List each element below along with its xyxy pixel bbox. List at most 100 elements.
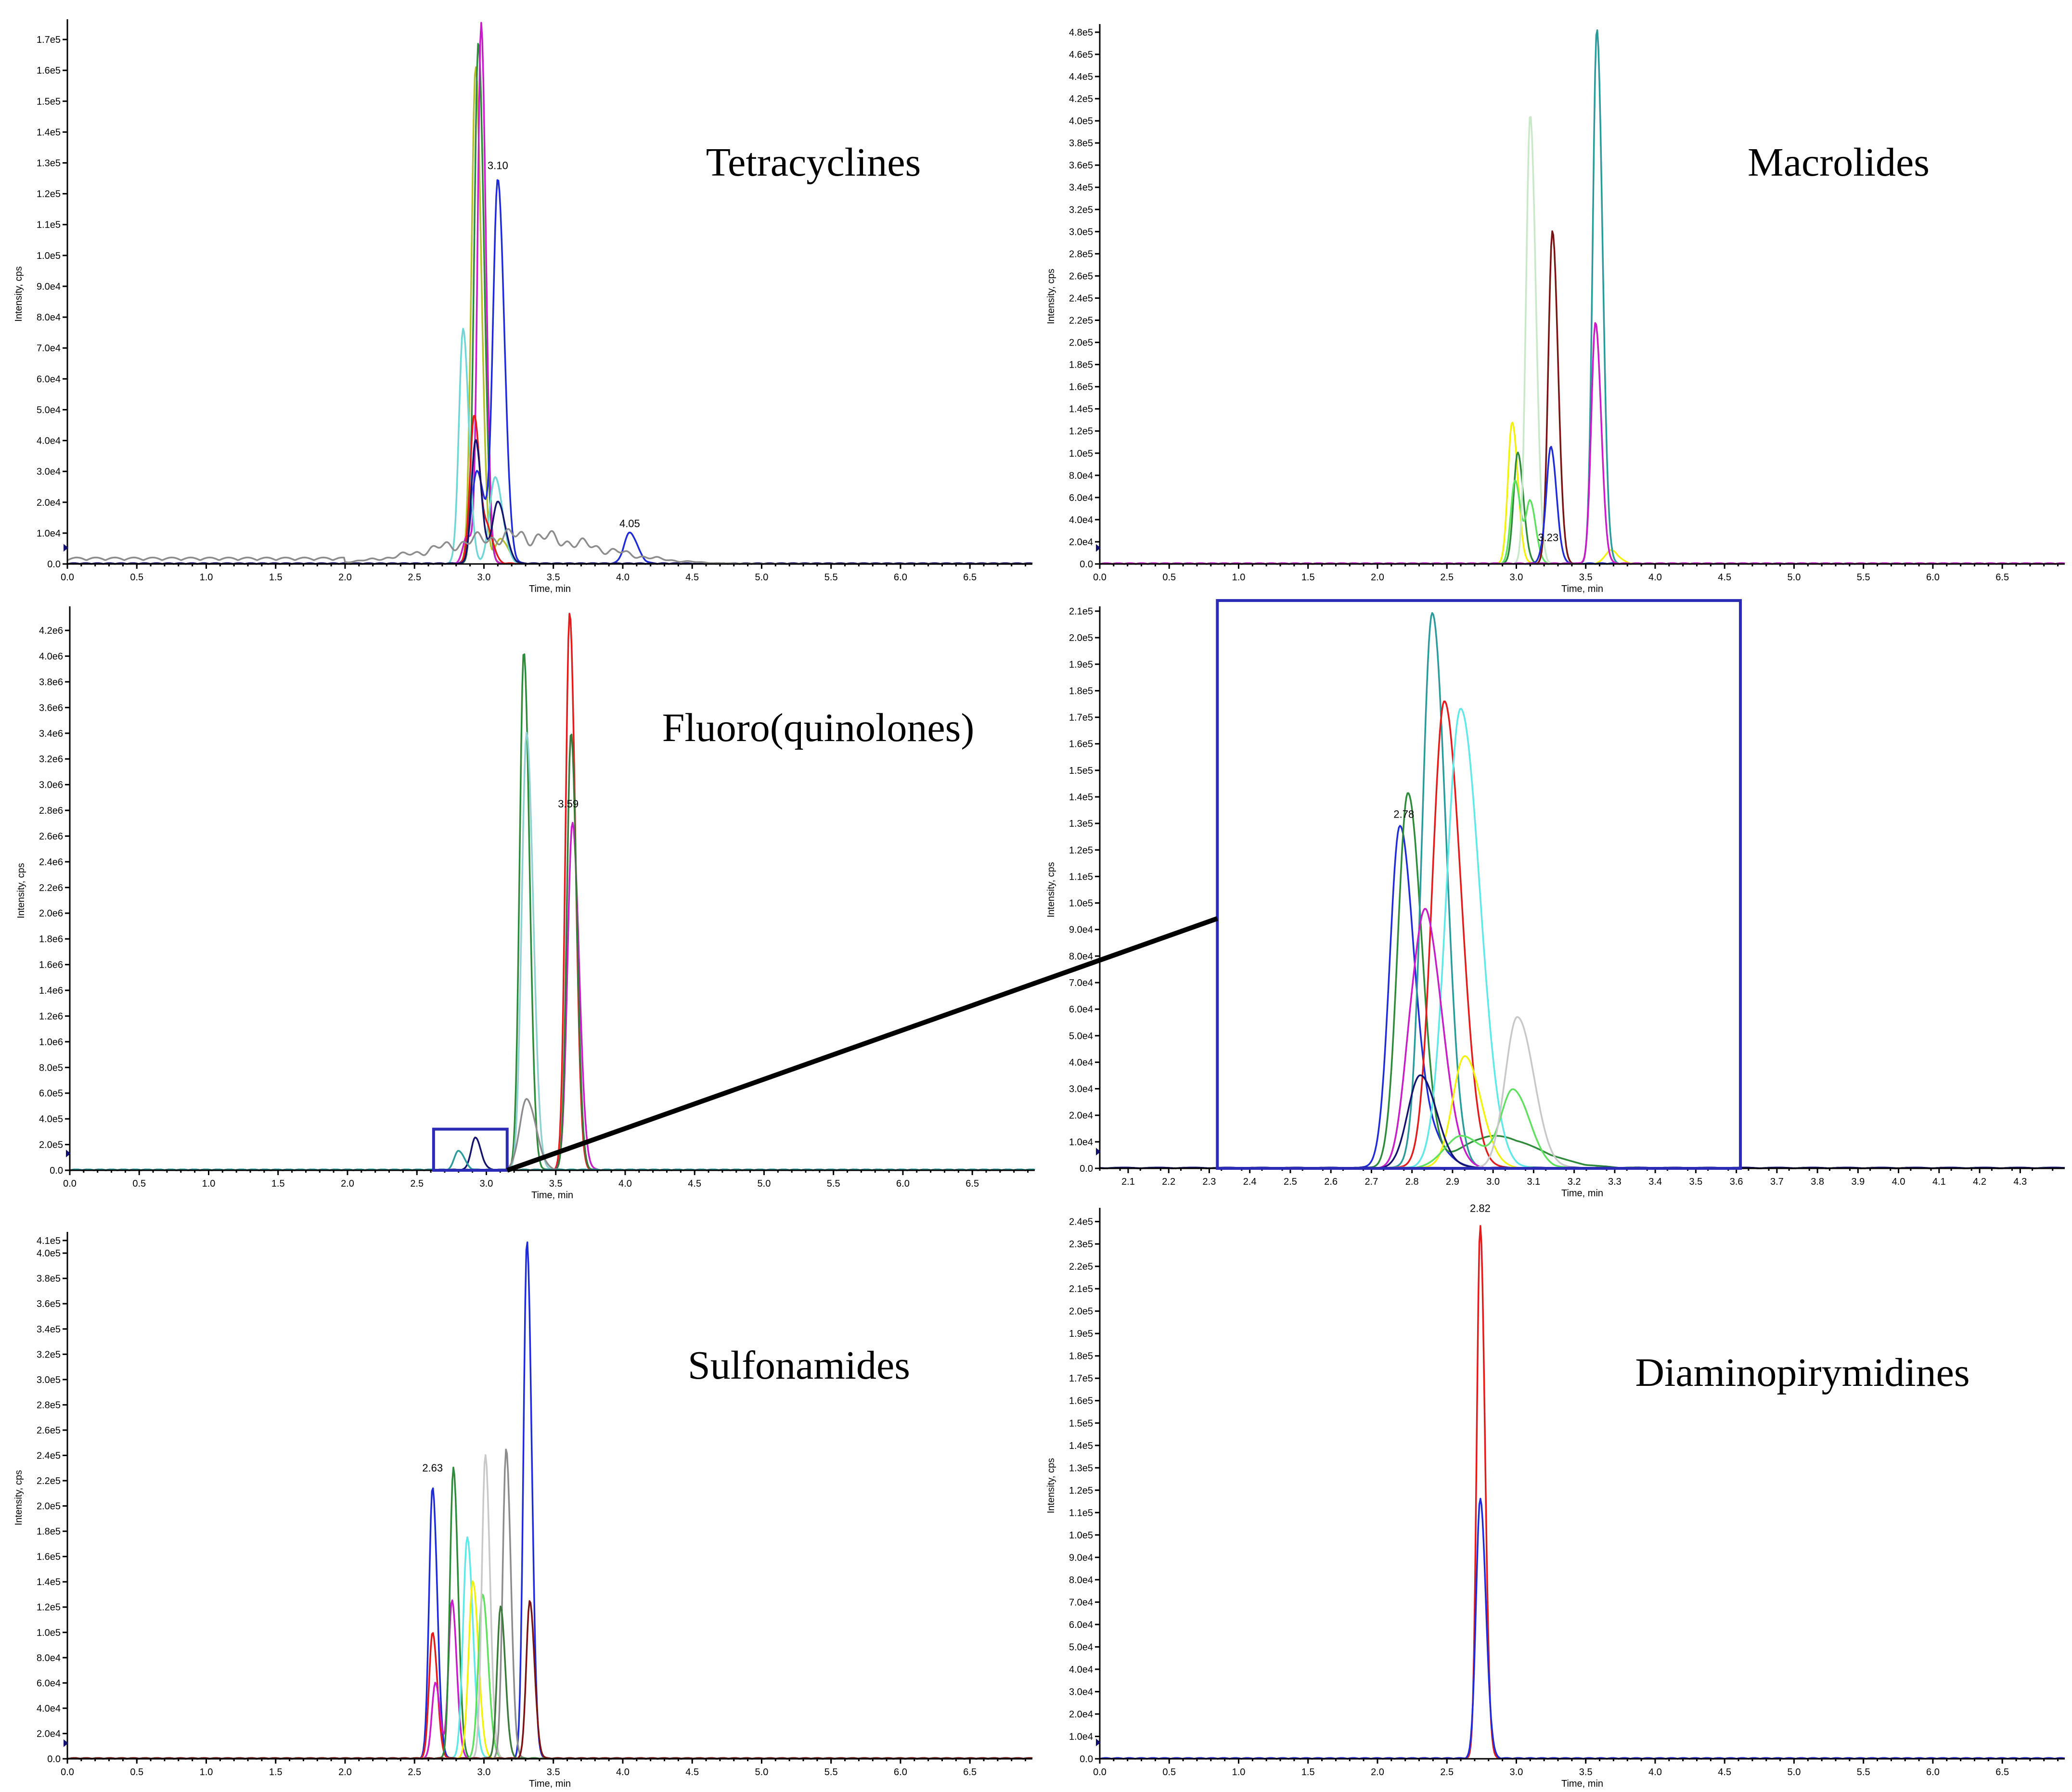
- x-tick-label: 4.0: [616, 572, 630, 583]
- x-tick-label: 4.5: [1718, 1767, 1731, 1778]
- x-tick-label: 3.3: [1608, 1177, 1622, 1187]
- x-tick-label: 3.0: [1510, 572, 1523, 583]
- y-tick-label: 4.6e5: [1069, 50, 1093, 60]
- chromatogram-diaminopyrimidines: 0.0 1.0e4 2.0e4 3.0e4 4.0e4 5.0e4 6.0e4 7.0e4 8.…: [1046, 1203, 2065, 1789]
- x-tick-label: 0.0: [1093, 1767, 1107, 1778]
- x-tick-label: 3.8: [1811, 1177, 1824, 1187]
- y-tick-label: 2.0e6: [39, 909, 63, 919]
- y-tick-label: 6.0e4: [1069, 1004, 1093, 1015]
- x-tick-label: 2.8: [1405, 1177, 1419, 1187]
- x-tick-label: 4.1: [1932, 1177, 1946, 1187]
- x-tick-label: 3.7: [1770, 1177, 1784, 1187]
- y-tick-label: 1.2e5: [1069, 426, 1093, 437]
- panel-title: Macrolides: [1748, 140, 1930, 185]
- x-tick-label: 6.0: [894, 1767, 907, 1778]
- y-tick-label: 6.0e4: [1069, 493, 1093, 503]
- x-tick-label: 4.5: [1718, 572, 1731, 583]
- y-tick-label: 3.8e5: [1069, 138, 1093, 149]
- y-tick-label: 0.0: [1080, 1164, 1093, 1174]
- y-tick-label: 1.3e5: [1069, 1463, 1093, 1473]
- x-tick-label: 4.2: [1973, 1177, 1986, 1187]
- x-tick-label: 1.0: [1232, 1767, 1246, 1778]
- y-tick-label: 1.0e4: [1069, 1137, 1093, 1148]
- peak-retention-label: 2.82: [1470, 1203, 1491, 1215]
- y-tick-label: 1.3e5: [1069, 819, 1093, 829]
- y-tick-label: 3.0e6: [39, 780, 63, 791]
- x-axis-title: Time, min: [1561, 1779, 1603, 1789]
- y-tick-label: 4.8e5: [1069, 27, 1093, 38]
- y-tick-label: 4.0e4: [37, 436, 61, 447]
- y-tick-label: 1.2e5: [37, 1602, 61, 1613]
- x-tick-label: 0.5: [1162, 1767, 1176, 1778]
- x-tick-label: 4.5: [688, 1178, 701, 1189]
- y-tick-label: 9.0e4: [1069, 925, 1093, 935]
- y-tick-label: 7.0e4: [1069, 1597, 1093, 1608]
- x-tick-label: 2.3: [1203, 1177, 1216, 1187]
- zoom-connector-overlay: [432, 599, 1742, 1173]
- y-tick-label: 2.6e5: [37, 1425, 61, 1436]
- y-tick-label: 1.8e5: [37, 1526, 61, 1537]
- y-tick-label: 1.7e5: [37, 35, 61, 45]
- x-tick-label: 2.6: [1324, 1177, 1338, 1187]
- x-tick-label: 3.5: [1689, 1177, 1702, 1187]
- panel-title: Tetracyclines: [706, 140, 921, 185]
- x-tick-label: 1.0: [1232, 572, 1246, 583]
- baseline-marker: [1096, 1148, 1101, 1156]
- y-tick-label: 1.8e5: [1069, 1351, 1093, 1362]
- chromatogram-fluoroquinolones: 0.0 2.0e5 4.0e5 6.0e5 8.0e5 1.0e6 1.2e6 1.4e6 1.…: [16, 606, 1035, 1201]
- y-axis-title: Intensity, cps: [16, 863, 26, 918]
- y-tick-label: 1.2e5: [1069, 845, 1093, 856]
- x-tick-label: 3.0: [480, 1178, 493, 1189]
- x-tick-label: 2.0: [1371, 1767, 1384, 1778]
- y-tick-label: 0.0: [50, 1165, 63, 1176]
- y-tick-label: 2.4e6: [39, 857, 63, 868]
- x-tick-label: 0.0: [1093, 572, 1107, 583]
- x-tick-label: 2.0: [338, 572, 352, 583]
- x-tick-label: 3.6: [1730, 1177, 1743, 1187]
- y-tick-label: 1.7e5: [1069, 1373, 1093, 1384]
- baseline-marker: [66, 1150, 71, 1158]
- x-tick-label: 0.5: [132, 1178, 146, 1189]
- x-tick-label: 5.0: [755, 572, 769, 583]
- x-tick-label: 6.0: [896, 1178, 910, 1189]
- y-tick-label: 0.0: [47, 1754, 61, 1765]
- y-tick-label: 1.0e5: [1069, 1530, 1093, 1541]
- y-tick-label: 1.3e5: [37, 158, 61, 169]
- y-tick-label: 1.5e5: [1069, 766, 1093, 776]
- x-tick-label: 3.0: [477, 1767, 491, 1778]
- y-tick-label: 3.6e5: [1069, 160, 1093, 171]
- y-tick-label: 1.4e5: [37, 1577, 61, 1587]
- x-tick-label: 5.5: [827, 1178, 840, 1189]
- y-tick-label: 2.0e5: [39, 1140, 63, 1151]
- y-tick-label: 7.0e4: [37, 343, 61, 354]
- y-tick-label: 1.6e5: [1069, 739, 1093, 750]
- y-tick-label: 1.8e5: [1069, 686, 1093, 696]
- y-tick-label: 0.0: [47, 559, 61, 570]
- x-tick-label: 3.9: [1851, 1177, 1865, 1187]
- y-tick-label: 4.0e5: [39, 1114, 63, 1125]
- x-tick-label: 4.0: [1648, 1767, 1662, 1778]
- x-tick-label: 2.5: [408, 572, 421, 583]
- y-tick-label: 6.0e4: [37, 1678, 61, 1689]
- x-tick-label: 0.0: [63, 1178, 77, 1189]
- y-tick-label: 4.2e6: [39, 626, 63, 636]
- y-tick-label: 2.0e4: [1069, 1709, 1093, 1720]
- y-tick-label: 4.0e5: [1069, 116, 1093, 127]
- x-tick-label: 2.5: [410, 1178, 424, 1189]
- y-tick-label: 6.0e5: [39, 1088, 63, 1099]
- x-tick-label: 6.5: [963, 572, 977, 583]
- y-tick-label: 2.0e4: [1069, 1111, 1093, 1121]
- baseline-marker: [64, 1739, 68, 1747]
- y-tick-label: 3.6e6: [39, 703, 63, 713]
- panel-title: Diaminopirymidines: [1635, 1350, 1969, 1395]
- y-tick-label: 1.5e5: [37, 96, 61, 107]
- y-tick-label: 2.1e5: [1069, 1284, 1093, 1294]
- x-tick-label: 2.0: [341, 1178, 354, 1189]
- y-tick-label: 1.0e5: [1069, 898, 1093, 909]
- x-tick-label: 5.5: [1857, 572, 1870, 583]
- chromatogram-sulfonamides: 0.0 2.0e4 4.0e4 6.0e4 8.0e4 1.0e5 1.2e5 1.4e5 1.…: [13, 1232, 1033, 1789]
- y-tick-label: 2.0e5: [37, 1501, 61, 1512]
- x-tick-label: 2.1: [1121, 1177, 1135, 1187]
- x-tick-label: 2.7: [1365, 1177, 1378, 1187]
- x-tick-label: 2.5: [1440, 572, 1454, 583]
